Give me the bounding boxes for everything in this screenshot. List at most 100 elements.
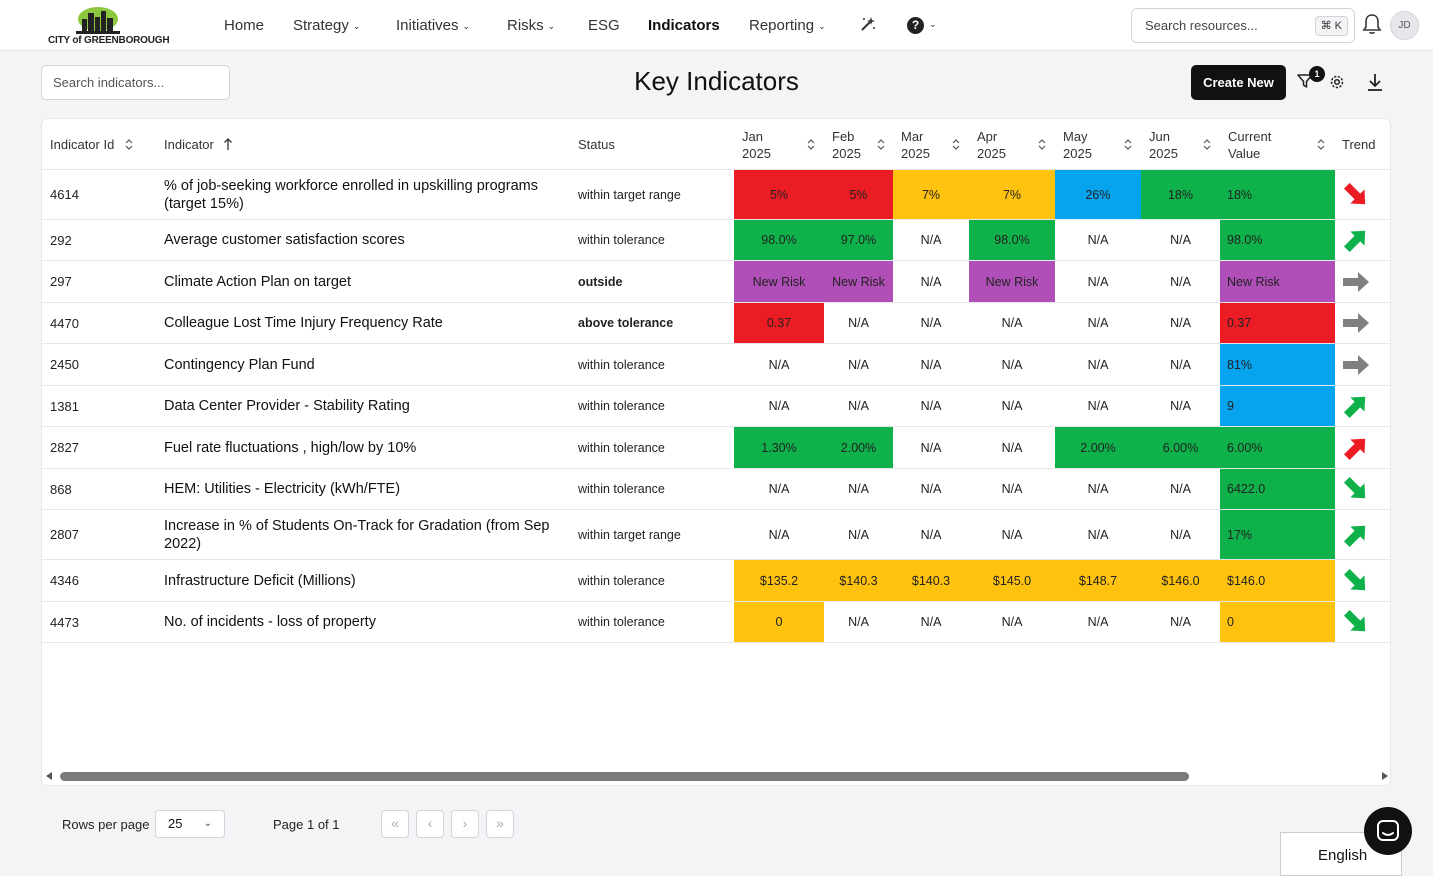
value-apr-2025: New Risk: [969, 261, 1055, 302]
status-text: within tolerance: [578, 615, 665, 629]
nav-reporting[interactable]: Reporting ⌄: [749, 17, 826, 34]
sort-icon: [1124, 139, 1132, 150]
status-text: within target range: [578, 527, 681, 542]
table-row[interactable]: 868 HEM: Utilities - Electricity (kWh/FTE…: [42, 469, 1390, 510]
nav-strategy[interactable]: Strategy ⌄: [293, 17, 360, 34]
nav-strategy-label: Strategy: [293, 17, 349, 34]
indicator-name[interactable]: % of job-seeking workforce enrolled in u…: [164, 177, 538, 212]
table-row[interactable]: 4346 Infrastructure Deficit (Millions) wit…: [42, 560, 1390, 602]
value-feb-2025: N/A: [848, 482, 869, 496]
chat-button[interactable]: [1364, 807, 1412, 855]
chevron-down-icon: ⌄: [462, 21, 471, 31]
next-page-button[interactable]: ›: [451, 810, 479, 838]
indicator-search-input[interactable]: [53, 75, 223, 90]
current-value: 17%: [1220, 510, 1335, 559]
col-status[interactable]: Status: [578, 119, 615, 170]
indicator-search[interactable]: [41, 65, 230, 100]
table-row[interactable]: 2450 Contingency Plan Fund within toleranc…: [42, 344, 1390, 386]
value-may-2025: N/A: [1087, 316, 1109, 330]
indicator-name[interactable]: Contingency Plan Fund: [164, 356, 315, 373]
filter-count-badge: 1: [1309, 66, 1325, 82]
col-jan-2025[interactable]: Jan 2025: [742, 119, 832, 170]
col-mar-2025[interactable]: Mar 2025: [901, 119, 977, 170]
pagination: Rows per page 25 ⌄ Page 1 of 1 « ‹ › »: [41, 788, 1391, 860]
col-may-2025[interactable]: May 2025: [1063, 119, 1149, 170]
indicator-name[interactable]: Colleague Lost Time Injury Frequency Rat…: [164, 315, 443, 331]
status-text: outside: [578, 274, 623, 289]
first-page-button[interactable]: «: [381, 810, 409, 838]
col-feb-year: 2025: [832, 145, 861, 161]
table-row[interactable]: 297 Climate Action Plan on target outside N…: [42, 261, 1390, 303]
nav-initiatives[interactable]: Initiatives ⌄: [396, 17, 470, 34]
nav-indicators[interactable]: Indicators: [648, 17, 720, 34]
table-row[interactable]: 4614 % of job-seeking workforce enrolled …: [42, 170, 1390, 220]
indicator-name[interactable]: Data Center Provider - Stability Rating: [164, 398, 410, 414]
sort-ascending-icon: [224, 138, 232, 150]
trend-arrow-icon: [1336, 560, 1376, 601]
col-indicator-id[interactable]: Indicator Id: [50, 119, 133, 170]
current-value: 81%: [1220, 344, 1335, 385]
status-text: above tolerance: [578, 316, 674, 330]
nav-home[interactable]: Home: [224, 17, 264, 34]
scroll-left-icon[interactable]: [46, 772, 52, 780]
sort-icon: [1203, 139, 1211, 150]
indicator-name[interactable]: Climate Action Plan on target: [164, 273, 351, 290]
col-feb-2025[interactable]: Feb 2025: [832, 119, 901, 170]
chevron-down-icon[interactable]: ⌄: [929, 19, 937, 29]
bell-icon[interactable]: [1362, 13, 1382, 40]
sort-icon: [877, 139, 885, 150]
nav-esg[interactable]: ESG: [588, 17, 620, 34]
avatar[interactable]: JD: [1390, 11, 1419, 40]
last-page-button[interactable]: »: [486, 810, 514, 838]
create-new-button[interactable]: Create New: [1191, 65, 1286, 100]
download-icon[interactable]: [1366, 73, 1384, 97]
col-trend[interactable]: Trend: [1342, 119, 1375, 170]
indicator-name[interactable]: No. of incidents - loss of property: [164, 614, 376, 630]
top-nav: CITY of GREENBOROUGH Home Strategy ⌄ Init…: [0, 0, 1433, 51]
col-jun-2025[interactable]: Jun 2025: [1149, 119, 1228, 170]
table-row[interactable]: 4470 Colleague Lost Time Injury Frequency…: [42, 303, 1390, 344]
indicator-name[interactable]: HEM: Utilities - Electricity (kWh/FTE): [164, 481, 401, 497]
global-search[interactable]: ⌘ K: [1131, 8, 1355, 43]
indicator-id: 1381: [50, 398, 79, 414]
table-row[interactable]: 292 Average customer satisfaction scores w…: [42, 220, 1390, 261]
scroll-right-icon[interactable]: [1382, 772, 1388, 780]
table-row[interactable]: 4473 No. of incidents - loss of property w…: [42, 602, 1390, 643]
value-apr-2025: N/A: [1001, 357, 1023, 372]
col-apr-2025[interactable]: Apr 2025: [977, 119, 1056, 170]
chat-icon: [1377, 820, 1399, 841]
table-row[interactable]: 1381 Data Center Provider - Stability Rat…: [42, 386, 1390, 427]
col-current-value[interactable]: Current Value: [1228, 119, 1336, 170]
table-row[interactable]: 2807 Increase in % of Students On-Track f…: [42, 510, 1390, 560]
indicator-id: 2807: [50, 527, 79, 542]
nav-risks[interactable]: Risks ⌄: [507, 17, 555, 34]
rows-per-page-select[interactable]: 25 ⌄: [155, 810, 225, 838]
prev-page-button[interactable]: ‹: [416, 810, 444, 838]
value-apr-2025: N/A: [1001, 615, 1023, 629]
value-feb-2025: N/A: [848, 399, 869, 413]
indicator-name[interactable]: Infrastructure Deficit (Millions): [164, 572, 356, 589]
indicator-name[interactable]: Average customer satisfaction scores: [164, 232, 405, 248]
indicator-name[interactable]: Fuel rate fluctuations , high/low by 10%: [164, 439, 417, 456]
indicator-name[interactable]: Increase in % of Students On-Track for G…: [164, 517, 550, 552]
gear-icon[interactable]: [1329, 74, 1345, 95]
value-mar-2025: N/A: [920, 233, 942, 247]
scrollbar-thumb[interactable]: [60, 772, 1189, 781]
table-row[interactable]: 2827 Fuel rate fluctuations , high/low by…: [42, 427, 1390, 469]
magic-wand-icon[interactable]: [859, 15, 877, 38]
global-search-input[interactable]: [1145, 18, 1315, 33]
col-value-label: Value: [1228, 145, 1261, 161]
col-mar-month: Mar: [901, 128, 924, 144]
status-text: within tolerance: [578, 440, 665, 455]
value-jun-2025: N/A: [1170, 357, 1191, 372]
indicator-id: 292: [50, 232, 72, 248]
help-icon[interactable]: ?: [907, 17, 924, 34]
horizontal-scrollbar[interactable]: [42, 767, 1390, 785]
value-jan-2025: N/A: [768, 399, 790, 413]
value-feb-2025: New Risk: [824, 261, 893, 302]
city-logo[interactable]: CITY of GREENBOROUGH: [48, 5, 170, 47]
col-indicator[interactable]: Indicator: [164, 119, 232, 170]
rows-per-page-label: Rows per page: [62, 817, 150, 832]
current-value: 0: [1220, 602, 1335, 642]
indicator-id: 2450: [50, 357, 79, 372]
